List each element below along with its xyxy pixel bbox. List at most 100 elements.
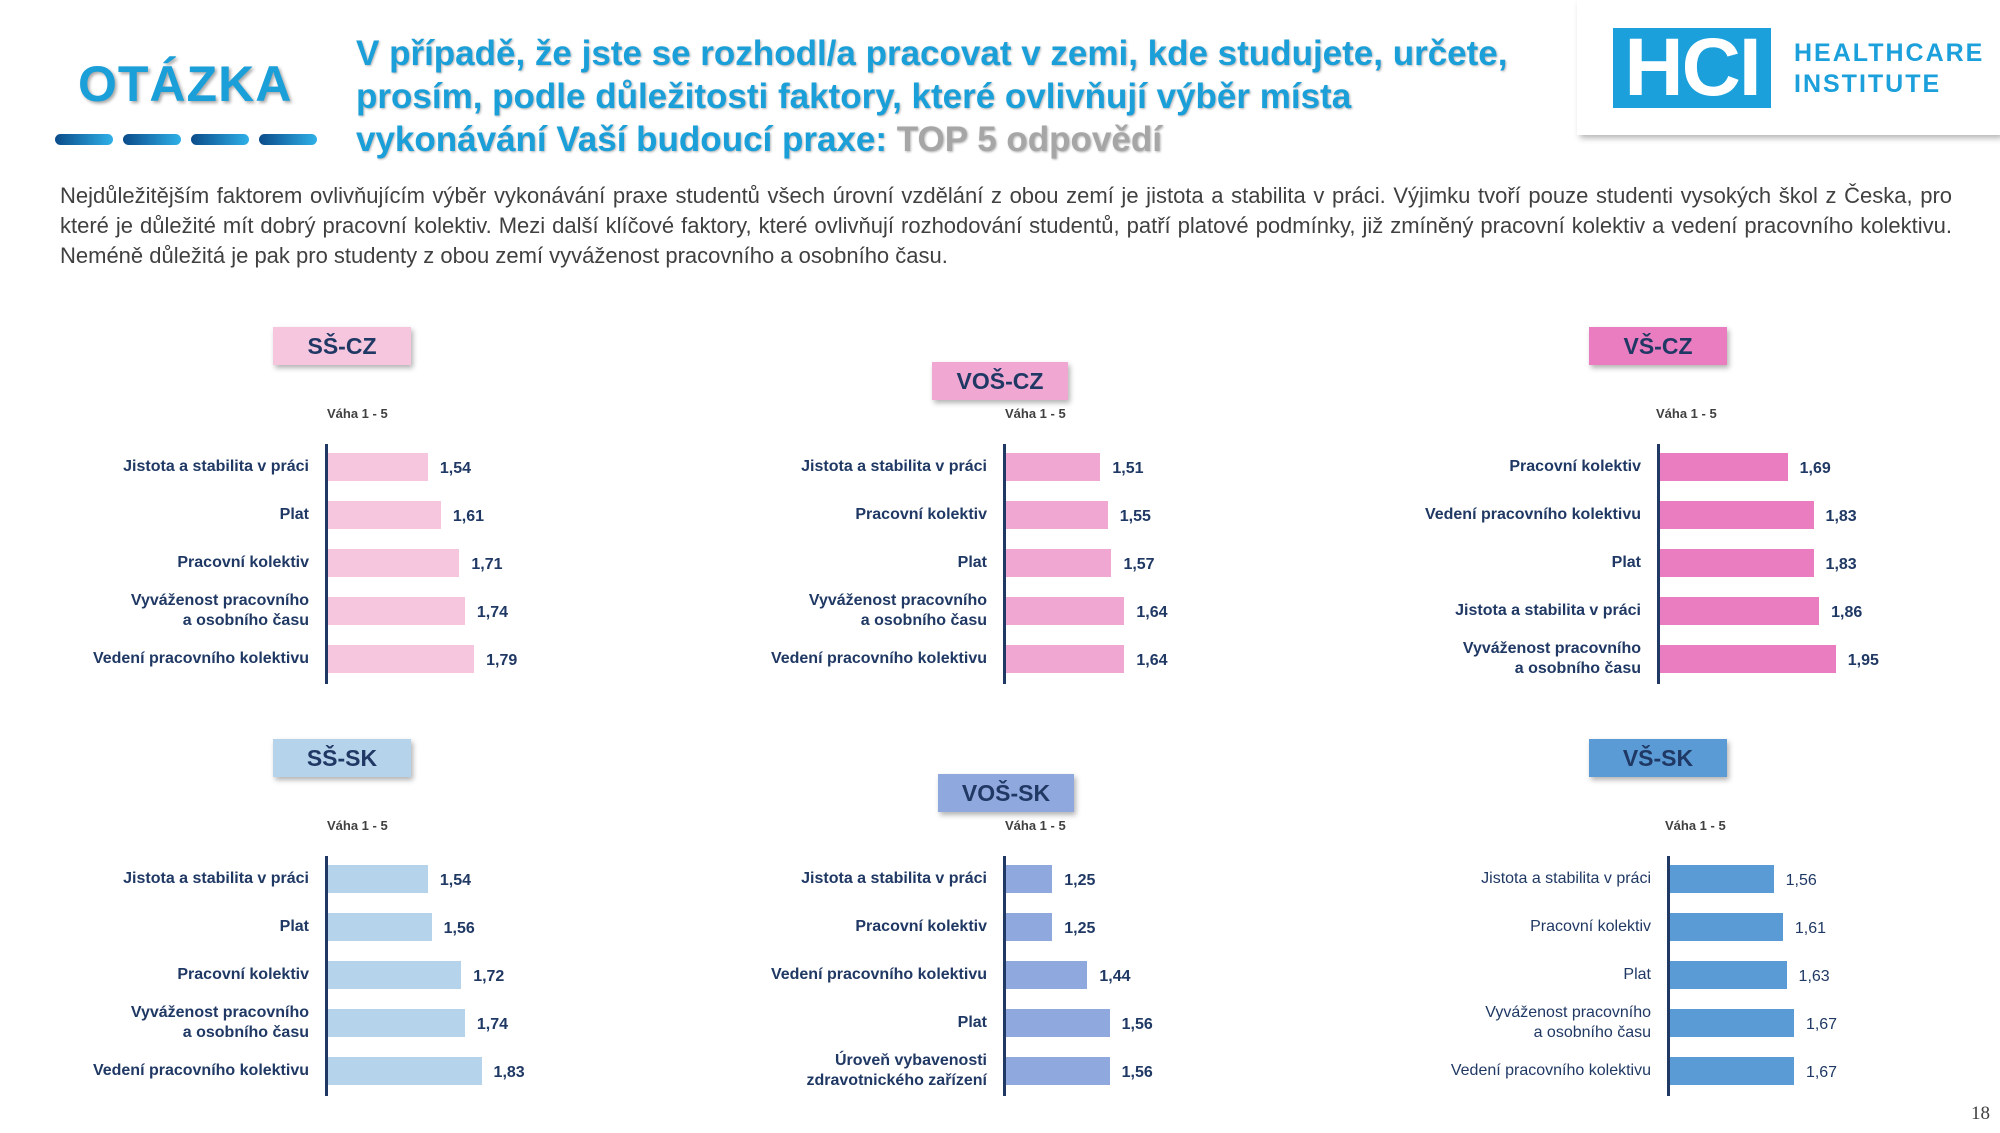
category-label: Pracovní kolektiv [177,966,309,983]
decorative-dashes [55,134,317,145]
category-axis [325,856,328,1096]
data-label: 1,67 [1805,1016,1838,1033]
bar [328,645,475,673]
category-label: Pracovní kolektiv [177,554,309,571]
data-label: 1,44 [1099,968,1131,985]
axis-label: Váha 1 - 5 [327,818,388,833]
bar [1006,865,1053,893]
category-label: Vyváženost pracovního a osobního času [130,1004,309,1041]
data-label: 1,56 [1785,872,1817,889]
chart-title-badge: SŠ-SK [273,739,411,777]
category-label: Vedení pracovního kolektivu [1424,506,1641,523]
axis-label: Váha 1 - 5 [327,406,388,421]
data-label: 1,54 [439,872,472,889]
category-label: Pracovní kolektiv [855,506,987,523]
logo-wordmark: HEALTHCARE INSTITUTE [1794,38,1984,100]
data-label: 1,69 [1799,460,1831,477]
data-label: 1,95 [1847,652,1879,669]
category-axis [1003,444,1006,684]
category-label: Plat [957,554,987,571]
category-label: Jistota a stabilita v práci [1455,602,1641,619]
chart-title-badge: VOŠ-CZ [932,362,1068,400]
bar [1660,501,1814,529]
category-label: Vedení pracovního kolektivu [770,966,987,983]
bar [328,961,462,989]
bar [1660,645,1836,673]
category-label: Jistota a stabilita v práci [123,458,309,475]
bar [1006,961,1088,989]
category-axis [1003,856,1006,1096]
data-label: 1,54 [439,460,472,477]
bar [1006,453,1101,481]
category-label: Plat [957,1014,987,1031]
chart-title-badge: VŠ-SK [1589,739,1727,777]
category-label: Jistota a stabilita v práci [1481,870,1651,887]
data-label: 1,72 [473,968,505,985]
bar [328,865,428,893]
category-label: Vyváženost pracovního a osobního času [1462,640,1641,677]
bar [328,1057,482,1085]
data-label: 1,64 [1136,652,1168,669]
page-number: 18 [1971,1103,1990,1124]
category-label: Pracovní kolektiv [855,918,987,935]
logo-line-2: INSTITUTE [1794,70,1942,98]
category-label: Plat [279,918,309,935]
hci-logo: HCI HEALTHCARE INSTITUTE [1577,0,2000,135]
bar [328,453,428,481]
category-label: Plat [1623,966,1651,983]
bar [1670,1009,1794,1037]
data-label: 1,25 [1064,872,1096,889]
bar [328,549,460,577]
category-label: Vyváženost pracovního a osobního času [808,592,987,629]
data-label: 1,74 [476,1016,509,1033]
bar [1006,549,1112,577]
data-label: 1,63 [1798,968,1830,985]
data-label: 1,56 [1121,1064,1153,1081]
data-label: 1,51 [1112,460,1144,477]
axis-label: Váha 1 - 5 [1005,818,1066,833]
category-label: Vedení pracovního kolektivu [92,1062,309,1079]
data-label: 1,83 [1825,556,1857,573]
data-label: 1,61 [452,508,484,525]
question-label: OTÁZKA [78,56,293,112]
category-axis [1657,444,1660,684]
bar [1006,645,1125,673]
data-label: 1,86 [1831,604,1863,621]
bar [1670,961,1787,989]
chart-title-badge: VŠ-CZ [1589,327,1727,365]
category-label: Vyváženost pracovního a osobního času [1485,1004,1651,1041]
category-label: Plat [1611,554,1641,571]
axis-label: Váha 1 - 5 [1665,818,1726,833]
chart-title-badge: VOŠ-SK [938,774,1074,812]
data-label: 1,64 [1136,604,1168,621]
data-label: 1,56 [443,920,475,937]
data-label: 1,71 [471,556,503,573]
bar [1006,913,1053,941]
title-suffix: TOP 5 odpovědí [896,120,1162,159]
category-label: Jistota a stabilita v práci [801,870,987,887]
category-label: Pracovní kolektiv [1509,458,1641,475]
category-axis [325,444,328,684]
bar [1670,913,1783,941]
chart-title-badge: SŠ-CZ [273,327,411,365]
data-label: 1,74 [476,604,509,621]
data-label: 1,57 [1123,556,1155,573]
bar [1660,597,1820,625]
data-label: 1,83 [493,1064,525,1081]
axis-label: Váha 1 - 5 [1005,406,1066,421]
axis-label: Váha 1 - 5 [1656,406,1717,421]
logo-line-1: HEALTHCARE [1794,39,1985,67]
bar [328,1009,465,1037]
bar [1660,549,1814,577]
category-label: Úroveň vybavenosti zdravotnického zaříze… [806,1052,988,1089]
category-label: Vedení pracovního kolektivu [92,650,309,667]
logo-mark: HCI [1613,27,1771,109]
data-label: 1,25 [1064,920,1096,937]
category-label: Jistota a stabilita v práci [123,870,309,887]
title-text: V případě, že jste se rozhodl/a pracovat… [356,34,1508,159]
bar [328,501,441,529]
bar [1660,453,1788,481]
bar [1006,501,1108,529]
bar [1006,597,1125,625]
bar [1670,865,1774,893]
